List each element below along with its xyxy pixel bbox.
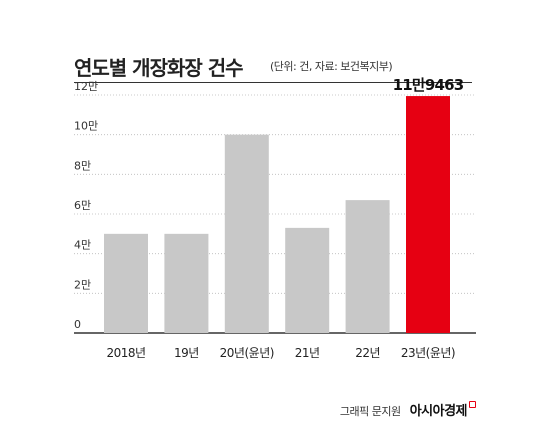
y-tick-label: 10만 xyxy=(74,120,98,133)
bar xyxy=(224,134,269,333)
publisher-brand: 아시아경제 xyxy=(409,404,468,419)
bar-highlight xyxy=(406,96,450,333)
bar xyxy=(104,233,148,333)
x-tick-label: 19년 xyxy=(174,346,199,360)
y-tick-label: 8만 xyxy=(74,159,91,172)
brand-logo-icon xyxy=(469,401,476,408)
title-row: 연도별 개장화장 건수 (단위: 건, 자료: 보건복지부) xyxy=(74,52,472,83)
y-tick-label: 4만 xyxy=(74,239,91,252)
chart-subtitle: (단위: 건, 자료: 보건복지부) xyxy=(270,60,393,73)
x-tick-label: 2018년 xyxy=(106,346,145,360)
footer: 그래픽 문지원 아시아경제 xyxy=(340,400,476,419)
bar xyxy=(345,200,390,333)
y-tick-label: 2만 xyxy=(74,278,91,291)
x-tick-label: 23년(윤년) xyxy=(401,346,455,360)
chart-title: 연도별 개장화장 건수 xyxy=(74,56,244,80)
x-tick-label: 21년 xyxy=(295,346,320,360)
bar xyxy=(164,233,209,333)
x-tick-label: 22년 xyxy=(355,346,380,360)
x-tick-label: 20년(윤년) xyxy=(220,346,274,360)
y-tick-label: 0 xyxy=(74,318,81,331)
graphic-credit: 그래픽 문지원 xyxy=(339,405,401,418)
bar xyxy=(285,227,330,333)
data-label: 11만9463 xyxy=(393,76,464,94)
y-tick-label: 6만 xyxy=(74,199,91,212)
y-tick-label: 12만 xyxy=(74,80,98,93)
